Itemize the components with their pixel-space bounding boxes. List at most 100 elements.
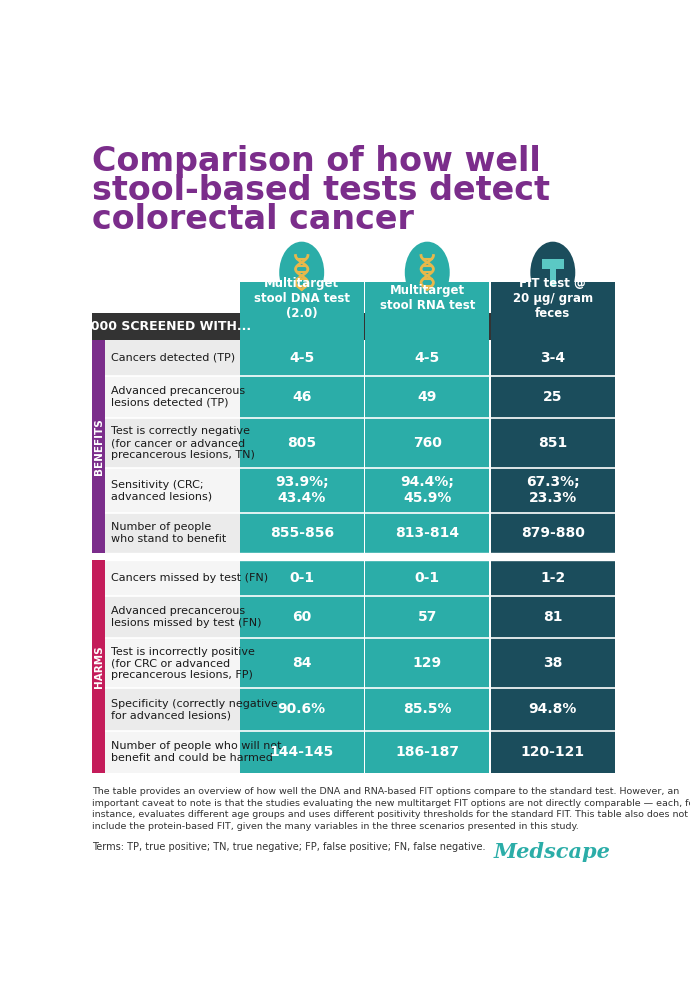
Text: Specificity (correctly negative
for advanced lesions): Specificity (correctly negative for adva…	[111, 699, 278, 720]
Bar	[92, 560, 239, 596]
Text: 46: 46	[292, 390, 311, 404]
Bar	[92, 731, 239, 773]
Text: 4-5: 4-5	[289, 351, 315, 365]
Text: Test is incorrectly positive
(for CRC or advanced
precancerous lesions, FP): Test is incorrectly positive (for CRC or…	[111, 647, 255, 680]
Ellipse shape	[279, 242, 324, 303]
Bar	[239, 638, 364, 688]
Text: 84: 84	[292, 656, 311, 670]
Bar	[92, 468, 239, 513]
Bar	[92, 638, 239, 688]
Text: The table provides an overview of how well the DNA and RNA-based FIT options com: The table provides an overview of how we…	[92, 787, 690, 831]
Text: 813-814: 813-814	[395, 526, 460, 540]
Bar	[491, 638, 615, 688]
Text: HARMS: HARMS	[94, 645, 104, 688]
Bar	[239, 282, 364, 313]
Bar	[239, 688, 364, 731]
Text: 805: 805	[287, 436, 316, 450]
Text: Cancers missed by test (FN): Cancers missed by test (FN)	[111, 573, 268, 583]
Bar	[92, 340, 105, 553]
Text: Advanced precancerous
lesions detected (TP): Advanced precancerous lesions detected (…	[111, 386, 245, 408]
Bar	[365, 313, 489, 340]
Bar	[365, 731, 489, 773]
Bar	[365, 513, 489, 553]
Bar	[550, 268, 556, 286]
Bar	[239, 418, 364, 468]
Bar	[92, 688, 239, 731]
Text: Comparison of how well: Comparison of how well	[92, 145, 541, 178]
Bar	[491, 376, 615, 418]
Bar	[239, 340, 364, 376]
Text: Test is correctly negative
(for cancer or advanced
precancerous lesions, TN): Test is correctly negative (for cancer o…	[111, 426, 255, 460]
Text: 144-145: 144-145	[270, 745, 334, 759]
Text: 93.9%;
43.4%: 93.9%; 43.4%	[275, 475, 328, 505]
Text: BENEFITS: BENEFITS	[94, 418, 104, 475]
Text: 67.3%;
23.3%: 67.3%; 23.3%	[526, 475, 580, 505]
Bar	[92, 313, 615, 340]
Text: 4-5: 4-5	[415, 351, 440, 365]
Ellipse shape	[405, 242, 450, 303]
Bar	[491, 596, 615, 638]
Bar	[239, 313, 364, 340]
Text: 855-856: 855-856	[270, 526, 334, 540]
Bar	[491, 468, 615, 513]
Bar	[92, 513, 239, 553]
Ellipse shape	[531, 242, 575, 303]
Bar	[365, 376, 489, 418]
Bar	[239, 560, 364, 596]
Bar	[239, 731, 364, 773]
Bar	[365, 340, 489, 376]
Bar	[365, 638, 489, 688]
Text: 0-1: 0-1	[415, 571, 440, 585]
Text: 38: 38	[543, 656, 562, 670]
Text: Cancers detected (TP): Cancers detected (TP)	[111, 353, 235, 363]
Bar	[92, 596, 239, 638]
Text: FIT test @
20 μg/ gram
feces: FIT test @ 20 μg/ gram feces	[513, 277, 593, 320]
Bar	[92, 340, 239, 376]
Text: 60: 60	[292, 610, 311, 624]
Bar	[491, 313, 615, 340]
Text: stool-based tests detect: stool-based tests detect	[92, 174, 551, 207]
Bar	[239, 596, 364, 638]
Bar	[92, 560, 105, 773]
Text: 85.5%: 85.5%	[403, 702, 451, 716]
Text: Multitarget
stool DNA test
(2.0): Multitarget stool DNA test (2.0)	[254, 277, 350, 320]
Bar	[491, 560, 615, 596]
Text: Terms: TP, true positive; TN, true negative; FP, false positive; FN, false negat: Terms: TP, true positive; TN, true negat…	[92, 842, 486, 852]
Text: 94.8%: 94.8%	[529, 702, 577, 716]
Text: 0-1: 0-1	[289, 571, 314, 585]
Text: 1000 SCREENED WITH...: 1000 SCREENED WITH...	[81, 320, 250, 333]
Bar	[365, 688, 489, 731]
Bar	[365, 282, 489, 313]
Text: 120-121: 120-121	[521, 745, 585, 759]
Bar	[239, 376, 364, 418]
Text: 760: 760	[413, 436, 442, 450]
Text: 851: 851	[538, 436, 567, 450]
Text: Advanced precancerous
lesions missed by test (FN): Advanced precancerous lesions missed by …	[111, 606, 262, 628]
Text: 94.4%;
45.9%: 94.4%; 45.9%	[400, 475, 454, 505]
Bar	[92, 418, 239, 468]
Bar	[491, 513, 615, 553]
Bar	[92, 376, 239, 418]
Bar	[239, 468, 364, 513]
Bar	[365, 418, 489, 468]
Bar	[491, 688, 615, 731]
Text: 879-880: 879-880	[521, 526, 584, 540]
Text: 129: 129	[413, 656, 442, 670]
Text: 57: 57	[417, 610, 437, 624]
Text: 49: 49	[417, 390, 437, 404]
Text: 3-4: 3-4	[540, 351, 565, 365]
Bar	[365, 560, 489, 596]
Bar	[239, 513, 364, 553]
Text: 1-2: 1-2	[540, 571, 565, 585]
Bar	[491, 418, 615, 468]
Text: 90.6%: 90.6%	[277, 702, 326, 716]
Text: Number of people
who stand to benefit: Number of people who stand to benefit	[111, 522, 226, 544]
Text: 81: 81	[543, 610, 562, 624]
Bar	[365, 596, 489, 638]
Text: Multitarget
stool RNA test: Multitarget stool RNA test	[380, 284, 475, 312]
Bar	[544, 261, 562, 269]
Text: Medscape: Medscape	[494, 842, 611, 862]
Bar	[491, 731, 615, 773]
Text: 186-187: 186-187	[395, 745, 460, 759]
Text: Number of people who will not
benefit and could be harmed: Number of people who will not benefit an…	[111, 741, 282, 763]
